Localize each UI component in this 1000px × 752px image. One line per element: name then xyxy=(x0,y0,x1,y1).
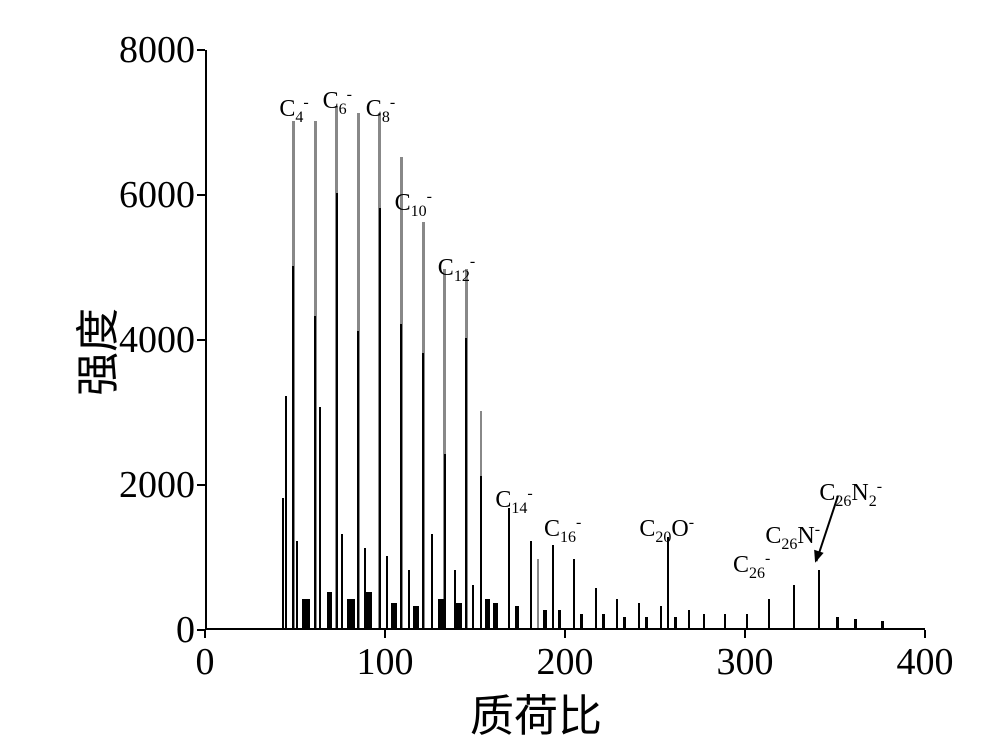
y-tick-label: 8000 xyxy=(119,28,195,72)
spectrum-peak xyxy=(818,570,820,628)
spectrum-peak xyxy=(703,614,705,629)
spectrum-peak xyxy=(408,570,410,628)
x-tick-label: 300 xyxy=(717,640,774,684)
spectrum-peak xyxy=(379,208,381,629)
spectrum-peak xyxy=(400,324,402,629)
spectrum-peak xyxy=(327,592,332,628)
spectrum-peak xyxy=(836,617,839,628)
peak-label: C4- xyxy=(279,94,308,127)
peak-label: C20O- xyxy=(639,514,694,547)
spectrum-peak xyxy=(616,599,618,628)
peak-label: C14- xyxy=(495,485,532,518)
peak-label: C26- xyxy=(733,550,770,583)
x-tick-label: 400 xyxy=(897,640,954,684)
y-axis-label: 强度 xyxy=(62,308,126,396)
spectrum-peak xyxy=(854,619,857,628)
spectrum-peak xyxy=(314,316,316,628)
spectrum-peak xyxy=(456,603,462,628)
spectrum-peak xyxy=(530,541,532,628)
spectrum-peak xyxy=(485,599,490,628)
spectrum-peak xyxy=(386,556,388,629)
spectrum-peak xyxy=(552,545,554,628)
spectrum-peak xyxy=(357,331,359,628)
spectrum-peak xyxy=(319,407,321,628)
spectrum-peak xyxy=(431,534,433,628)
spectrum-peak xyxy=(543,610,547,628)
spectrum-peak xyxy=(422,353,424,629)
y-tick xyxy=(197,194,205,196)
peak-label: C6- xyxy=(323,86,352,119)
spectrum-peak xyxy=(688,610,690,628)
spectrum-peak xyxy=(623,617,626,628)
peak-label: C26N- xyxy=(765,521,820,554)
x-tick-label: 200 xyxy=(537,640,594,684)
spectrum-peak xyxy=(444,454,446,628)
spectrum-peak xyxy=(413,606,419,628)
x-tick xyxy=(204,630,206,638)
spectrum-peak xyxy=(573,559,575,628)
spectrum-peak xyxy=(638,603,640,628)
spectrum-peak xyxy=(282,498,284,629)
spectrum-peak xyxy=(881,621,884,628)
spectrum-peak xyxy=(347,599,355,628)
spectrum-peak xyxy=(768,599,770,628)
y-tick-label: 4000 xyxy=(119,318,195,362)
peak-label: C10- xyxy=(395,188,432,221)
spectrum-peak xyxy=(508,508,510,628)
peak-label: C26N2- xyxy=(819,478,882,511)
peak-label: C16- xyxy=(544,514,581,547)
x-axis-label: 质荷比 xyxy=(470,680,602,744)
y-tick xyxy=(197,339,205,341)
spectrum-peak xyxy=(493,603,498,628)
y-tick-label: 0 xyxy=(176,608,195,652)
spectrum-peak xyxy=(660,606,662,628)
spectrum-peak xyxy=(296,541,298,628)
spectrum-peak xyxy=(602,614,605,629)
y-tick xyxy=(197,49,205,51)
spectrum-peak-grey xyxy=(537,559,539,628)
spectrum-peak xyxy=(645,617,648,628)
x-tick xyxy=(384,630,386,638)
spectrum-peak xyxy=(336,193,338,628)
spectrum-peak xyxy=(580,614,583,629)
spectrum-peak xyxy=(480,476,482,628)
x-tick xyxy=(744,630,746,638)
peak-label: C8- xyxy=(366,94,395,127)
y-tick-label: 2000 xyxy=(119,463,195,507)
x-tick-label: 0 xyxy=(196,640,215,684)
spectrum-peak xyxy=(302,599,310,628)
peak-label: C12- xyxy=(438,253,475,286)
spectrum-peak xyxy=(465,338,467,628)
x-tick-label: 100 xyxy=(357,640,414,684)
spectrum-peak xyxy=(285,396,287,628)
spectrum-peak xyxy=(558,610,561,628)
x-tick xyxy=(924,630,926,638)
spectrum-peak xyxy=(391,603,397,628)
spectrum-peak xyxy=(724,614,726,629)
x-tick xyxy=(564,630,566,638)
spectrum-peak xyxy=(515,606,519,628)
spectrum-peak xyxy=(366,592,372,628)
spectrum-peak xyxy=(746,614,748,629)
spectrum-peak xyxy=(341,534,343,628)
spectrum-peak xyxy=(674,617,677,628)
spectrum-peak xyxy=(472,585,474,629)
y-tick-label: 6000 xyxy=(119,173,195,217)
spectrum-peak xyxy=(793,585,795,629)
spectrum-peak xyxy=(667,537,669,628)
spectrum-peak xyxy=(292,266,294,629)
spectrum-peak xyxy=(595,588,597,628)
chart-container: 强度 质荷比 020004000600080000100200300400 C4… xyxy=(30,20,970,732)
y-tick xyxy=(197,484,205,486)
